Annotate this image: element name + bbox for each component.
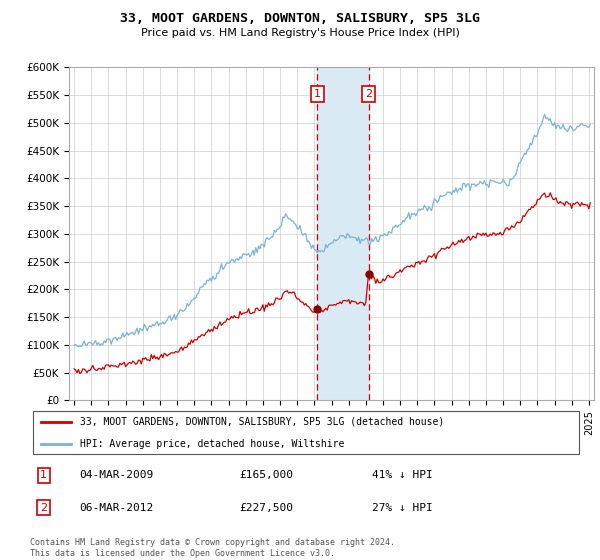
- Text: 27% ↓ HPI: 27% ↓ HPI: [372, 503, 433, 513]
- Text: 04-MAR-2009: 04-MAR-2009: [80, 470, 154, 480]
- Text: 1: 1: [40, 470, 47, 480]
- Text: This data is licensed under the Open Government Licence v3.0.: This data is licensed under the Open Gov…: [30, 549, 335, 558]
- Text: £165,000: £165,000: [240, 470, 294, 480]
- Text: £227,500: £227,500: [240, 503, 294, 513]
- Text: 2: 2: [365, 89, 372, 99]
- Text: 2: 2: [40, 503, 47, 513]
- Bar: [317, 67, 369, 400]
- Text: Price paid vs. HM Land Registry's House Price Index (HPI): Price paid vs. HM Land Registry's House …: [140, 28, 460, 38]
- Text: HPI: Average price, detached house, Wiltshire: HPI: Average price, detached house, Wilt…: [80, 438, 344, 449]
- Text: 33, MOOT GARDENS, DOWNTON, SALISBURY, SP5 3LG: 33, MOOT GARDENS, DOWNTON, SALISBURY, SP…: [120, 12, 480, 25]
- Text: 1: 1: [314, 89, 321, 99]
- Text: 06-MAR-2012: 06-MAR-2012: [80, 503, 154, 513]
- FancyBboxPatch shape: [33, 411, 579, 454]
- Text: Contains HM Land Registry data © Crown copyright and database right 2024.: Contains HM Land Registry data © Crown c…: [30, 538, 395, 547]
- Text: 41% ↓ HPI: 41% ↓ HPI: [372, 470, 433, 480]
- Text: 33, MOOT GARDENS, DOWNTON, SALISBURY, SP5 3LG (detached house): 33, MOOT GARDENS, DOWNTON, SALISBURY, SP…: [80, 417, 444, 427]
